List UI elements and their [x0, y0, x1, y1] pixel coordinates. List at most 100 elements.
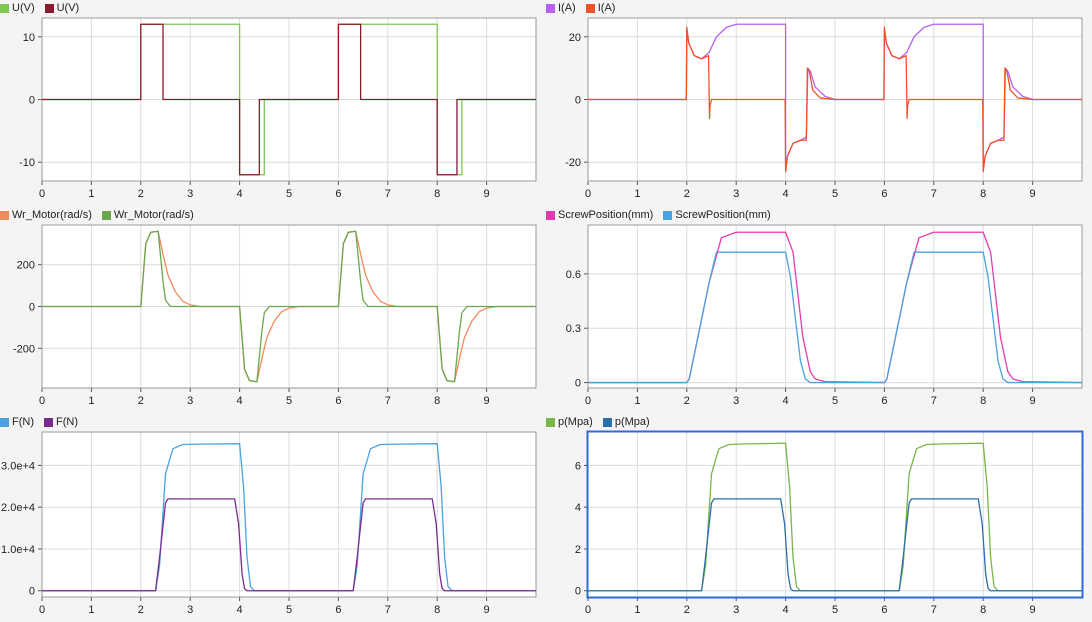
legend-item[interactable]: F(N)	[0, 416, 34, 428]
x-tick-label: 7	[931, 604, 937, 616]
y-tick-label: 2	[575, 544, 581, 556]
x-tick-label: 5	[832, 604, 838, 616]
y-tick-label: 20	[569, 32, 581, 44]
scope-panel-current[interactable]: I(A) I(A) 0 1 2 3 4 5 6 7 8 9 20 0 -20	[546, 0, 1092, 205]
legend-swatch	[44, 417, 53, 427]
series-line	[42, 230, 536, 383]
x-tick-label: 1	[88, 188, 94, 200]
x-tick-label: 2	[138, 395, 144, 407]
legend-item[interactable]: Wr_Motor(rad/s)	[101, 209, 194, 221]
legend-swatch	[0, 210, 9, 220]
legend-item[interactable]: Wr_Motor(rad/s)	[0, 209, 92, 221]
legend-item[interactable]: U(V)	[0, 2, 35, 14]
scope-panel-screw-position[interactable]: ScrewPosition(mm) ScrewPosition(mm) 0 1 2 3 4…	[546, 207, 1092, 412]
x-tick-label: 9	[484, 188, 490, 200]
selection-border	[586, 430, 1084, 599]
x-tick-label: 7	[931, 395, 937, 407]
legend-label: I(A)	[558, 2, 576, 14]
x-tick-label: 6	[335, 188, 341, 200]
series-line	[588, 251, 1082, 384]
x-tick-label: 0	[585, 395, 591, 407]
scope-panel-voltage[interactable]: U(V) U(V) 0 1 2 3 4 5 6 7 8 9 10 0 -10	[0, 0, 541, 205]
legend-swatch	[101, 210, 111, 220]
x-tick-label: 5	[832, 395, 838, 407]
x-tick-label: 6	[335, 395, 341, 407]
legend-swatch	[546, 210, 555, 220]
legend: p(Mpa) p(Mpa)	[546, 414, 650, 430]
legend-label: U(V)	[56, 2, 80, 14]
x-tick-label: 8	[980, 188, 986, 200]
x-tick-label: 1	[88, 395, 94, 407]
x-tick-label: 2	[138, 604, 144, 616]
legend-item[interactable]: U(V)	[44, 2, 80, 14]
y-tick-label: 6	[575, 460, 581, 472]
x-tick-label: 2	[684, 604, 690, 616]
legend-swatch	[585, 3, 595, 13]
legend-label: ScrewPosition(mm)	[675, 209, 771, 221]
x-tick-label: 5	[286, 604, 292, 616]
legend-swatch	[546, 3, 555, 13]
legend: Wr_Motor(rad/s) Wr_Motor(rad/s)	[0, 207, 194, 223]
x-tick-label: 5	[286, 188, 292, 200]
x-tick-label: 6	[881, 395, 887, 407]
x-tick-label: 3	[187, 604, 193, 616]
y-tick-label: -20	[565, 157, 581, 169]
scope-panel-pressure[interactable]: p(Mpa) p(Mpa) 0 1 2 3 4 5 6 7 8 9 6 4 2 0	[546, 414, 1092, 622]
x-tick-label: 3	[187, 395, 193, 407]
legend-label: U(V)	[12, 2, 35, 14]
x-tick-label: 8	[980, 604, 986, 616]
y-tick-label: 10	[23, 32, 35, 44]
series-line	[42, 498, 536, 592]
x-tick-label: 9	[1030, 395, 1036, 407]
legend-label: Wr_Motor(rad/s)	[12, 209, 92, 221]
x-tick-label: 9	[484, 395, 490, 407]
legend-label: p(Mpa)	[558, 416, 593, 428]
x-tick-label: 0	[585, 188, 591, 200]
legend-item[interactable]: F(N)	[44, 416, 78, 428]
legend-item[interactable]: p(Mpa)	[546, 416, 593, 428]
x-tick-label: 0	[39, 604, 45, 616]
x-tick-label: 8	[434, 395, 440, 407]
legend-label: F(N)	[12, 416, 34, 428]
legend-item[interactable]: ScrewPosition(mm)	[546, 209, 653, 221]
legend-swatch	[602, 417, 612, 427]
x-tick-label: 7	[931, 188, 937, 200]
x-tick-label: 4	[783, 604, 789, 616]
legend-item[interactable]: I(A)	[546, 2, 576, 14]
legend-item[interactable]: I(A)	[585, 2, 615, 14]
x-tick-label: 4	[237, 188, 243, 200]
x-tick-label: 4	[783, 188, 789, 200]
plot-area: 0 1 2 3 4 5 6 7 8 9 10 0 -10	[19, 17, 537, 200]
legend: F(N) F(N)	[0, 414, 78, 430]
y-tick-label: 2.0e+4	[1, 502, 35, 514]
x-tick-label: 0	[39, 395, 45, 407]
legend-item[interactable]: ScrewPosition(mm)	[663, 209, 771, 221]
plot-frame	[587, 224, 1083, 389]
legend: ScrewPosition(mm) ScrewPosition(mm)	[546, 207, 771, 223]
x-tick-label: 1	[634, 188, 640, 200]
y-tick-label: 0	[575, 95, 581, 107]
y-tick-label: 0	[29, 302, 35, 314]
scope-panel-force[interactable]: F(N) F(N) 0 1 2 3 4 5 6 7 8 9 3.0e+4 2.0e+4 1.0e+4 0	[0, 414, 541, 622]
y-tick-label: 0.3	[566, 323, 581, 335]
x-tick-label: 9	[484, 604, 490, 616]
y-tick-label: 0.6	[566, 269, 581, 281]
y-tick-label: -10	[19, 157, 35, 169]
legend-swatch	[0, 417, 9, 427]
y-tick-label: 1.0e+4	[1, 544, 35, 556]
legend-swatch	[663, 210, 673, 220]
y-tick-label: 0	[575, 378, 581, 390]
x-tick-label: 7	[385, 604, 391, 616]
x-tick-label: 4	[237, 395, 243, 407]
scope-panel-motor-speed[interactable]: Wr_Motor(rad/s) Wr_Motor(rad/s) 0 1 2 3 4 5 6 7 8…	[0, 207, 541, 412]
legend-item[interactable]: p(Mpa)	[602, 416, 650, 428]
series-line	[588, 26, 1082, 173]
x-tick-label: 5	[832, 188, 838, 200]
legend-swatch	[44, 3, 54, 13]
y-tick-label: 0	[29, 95, 35, 107]
legend: I(A) I(A)	[546, 0, 615, 16]
series-line	[588, 498, 1082, 592]
legend-label: ScrewPosition(mm)	[558, 209, 654, 221]
legend: U(V) U(V)	[0, 0, 79, 16]
